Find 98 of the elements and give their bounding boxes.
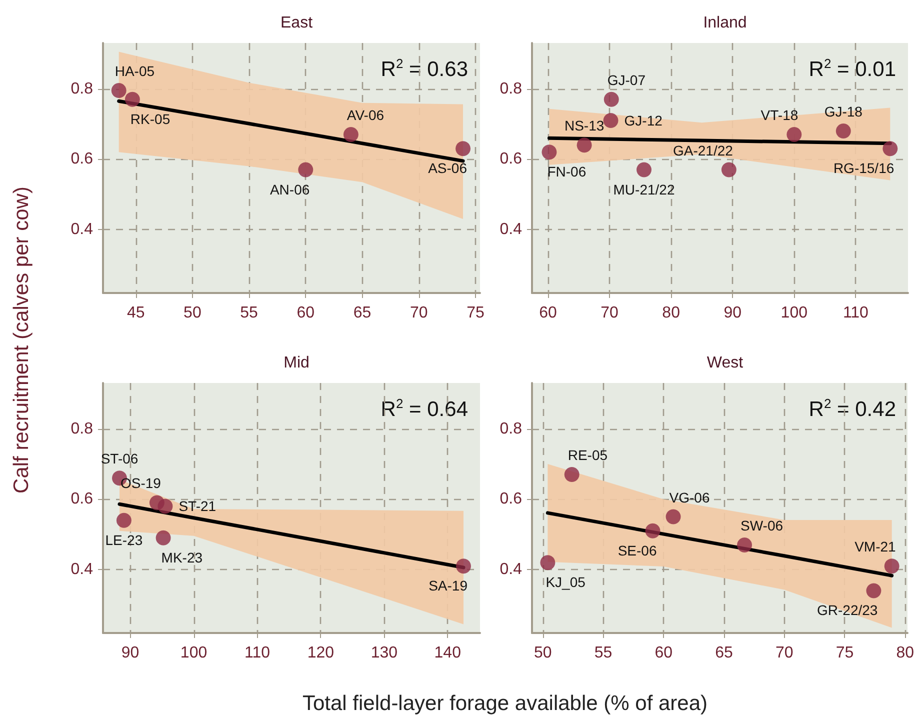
point xyxy=(456,558,471,574)
x-tick-label: 110 xyxy=(244,644,270,662)
y-tick-label: 0.8 xyxy=(70,80,94,98)
x-tick-label: 55 xyxy=(594,644,612,662)
x-tick-label: 130 xyxy=(370,644,398,662)
annotation: GJ-12 xyxy=(624,112,663,128)
y-tick-label: 0.4 xyxy=(500,221,522,238)
point xyxy=(666,509,681,524)
x-tick-label: 110 xyxy=(842,304,869,322)
point xyxy=(540,555,556,570)
x-tick-label: 70 xyxy=(600,304,619,322)
x-tick-label: 90 xyxy=(724,304,742,322)
point xyxy=(564,467,580,482)
point xyxy=(737,537,752,552)
x-tick-label: 55 xyxy=(240,304,258,322)
x-tick-label: 50 xyxy=(534,644,552,662)
annotation: GA-21/22 xyxy=(672,142,734,158)
point xyxy=(884,558,900,574)
x-tick-label: 140 xyxy=(434,644,462,662)
point xyxy=(456,141,471,156)
annotation: FN-06 xyxy=(547,164,586,180)
annotation: HA-05 xyxy=(114,63,155,80)
x-tick-label: 60 xyxy=(539,304,557,322)
point xyxy=(636,162,652,178)
annotation: ST-06 xyxy=(100,450,138,467)
y-tick-label: 0.4 xyxy=(70,561,94,578)
annotation: NS-13 xyxy=(564,118,604,134)
point xyxy=(542,144,557,160)
y-tick-label: 0.6 xyxy=(500,490,522,508)
annotation: RK-05 xyxy=(130,110,170,127)
x-tick-label: 75 xyxy=(836,644,854,662)
annotation: AS-06 xyxy=(428,160,468,176)
point xyxy=(721,162,736,178)
line-series xyxy=(546,511,894,578)
annotation: AN-06 xyxy=(270,181,310,198)
annotation: VG-06 xyxy=(669,489,710,506)
annotation: SE-06 xyxy=(618,542,657,558)
point xyxy=(882,141,898,156)
annotation: VT-18 xyxy=(760,107,798,124)
x-tick-label: 70 xyxy=(775,644,794,662)
x-tick-label: 60 xyxy=(296,304,315,322)
chart-title: East xyxy=(280,14,314,32)
y-tick-label: 0.4 xyxy=(500,561,522,578)
chart-title: West xyxy=(706,354,744,372)
point xyxy=(124,92,140,107)
x-tick-label: 65 xyxy=(715,644,733,662)
x-tick-label: 80 xyxy=(662,304,680,322)
y-tick-label: 0.8 xyxy=(500,420,522,438)
annotation: GJ-18 xyxy=(824,104,863,120)
point xyxy=(111,83,126,98)
x-tick-label: 50 xyxy=(184,304,202,322)
annotation: OS-19 xyxy=(120,475,162,492)
x-tick-label: 65 xyxy=(353,304,372,322)
annotation: ST-21 xyxy=(178,498,216,514)
point xyxy=(158,498,173,514)
x-tick-label: 120 xyxy=(307,644,334,662)
y-tick-label: 0.4 xyxy=(70,221,94,238)
annotation: AV-06 xyxy=(346,107,384,124)
annotation: MU-21/22 xyxy=(613,181,675,198)
point xyxy=(645,523,660,538)
x-tick-label: 75 xyxy=(466,304,484,322)
annotation: RG-15/16 xyxy=(833,160,894,176)
line-series xyxy=(117,99,465,163)
point xyxy=(576,138,592,153)
annotation: VM-21 xyxy=(854,538,896,555)
y-tick-label: 0.6 xyxy=(70,150,94,168)
y-tick-label: 0.8 xyxy=(70,420,94,438)
annotation: SA-19 xyxy=(428,578,468,594)
x-tick-label: 60 xyxy=(654,644,673,662)
point xyxy=(343,127,358,142)
x-axis-title: Total field-layer forage available (% of area) xyxy=(302,692,708,716)
point xyxy=(603,112,618,128)
chart-title: Inland xyxy=(703,14,747,32)
chart-title: Mid xyxy=(284,354,310,372)
x-tick-label: 90 xyxy=(121,644,140,662)
point xyxy=(836,124,851,139)
x-tick-label: 70 xyxy=(410,304,428,322)
y-tick-label: 0.6 xyxy=(500,150,522,168)
point xyxy=(156,530,171,546)
annotation: KJ_05 xyxy=(546,574,586,590)
annotation: SW-06 xyxy=(740,517,784,534)
annotation: GJ-07 xyxy=(607,72,646,88)
y-tick-label: 0.6 xyxy=(70,490,94,508)
point xyxy=(604,92,619,107)
point xyxy=(866,583,882,598)
x-tick-label: 45 xyxy=(126,304,145,322)
annotation: LE-23 xyxy=(105,532,143,548)
x-tick-label: 100 xyxy=(180,644,208,662)
point xyxy=(298,162,314,178)
annotation: RE-05 xyxy=(568,447,608,464)
y-axis-title: Calf recruitment (calves per cow) xyxy=(10,186,34,494)
point xyxy=(116,512,132,528)
y-tick-label: 0.8 xyxy=(500,80,522,98)
x-tick-label: 100 xyxy=(780,304,808,322)
annotation: GR-22/23 xyxy=(817,602,878,618)
point xyxy=(786,127,802,142)
x-tick-label: 80 xyxy=(896,644,914,662)
annotation: MK-23 xyxy=(161,549,203,566)
